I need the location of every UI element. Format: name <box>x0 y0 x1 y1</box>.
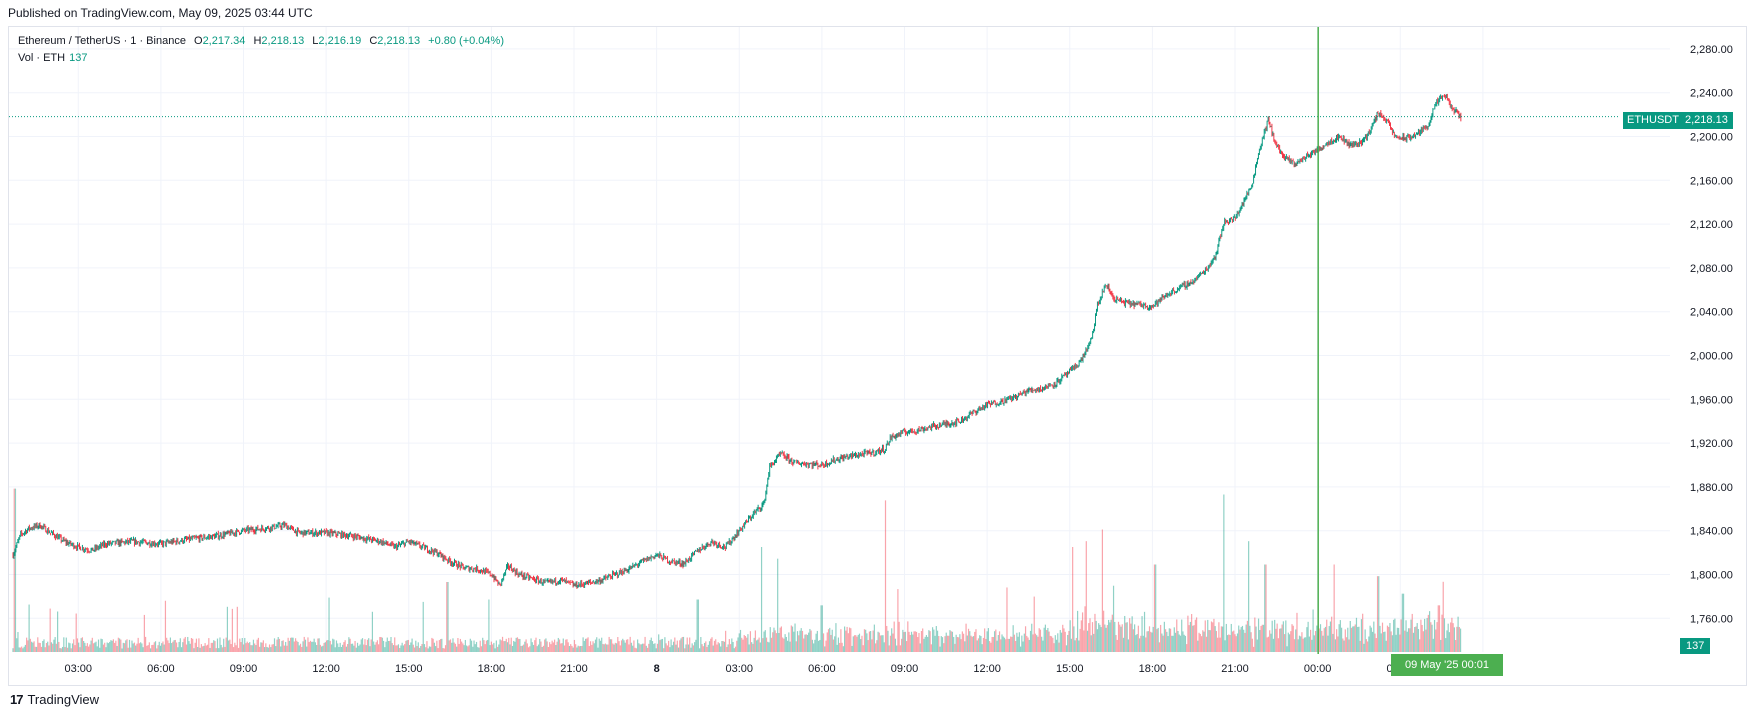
time-tick-label: 09:00 <box>230 663 258 675</box>
time-tick-label: 03:00 <box>65 663 93 675</box>
price-axis: 1,760.00 1,800.00 1,840.00 1,880.00 1,920.00… <box>1690 44 1733 625</box>
time-tick-label: 15:00 <box>1056 663 1084 675</box>
time-tick-label: 21:00 <box>1221 663 1249 675</box>
price-tick-label: 2,160.00 <box>1690 175 1733 187</box>
price-tick-label: 1,840.00 <box>1690 526 1733 538</box>
volume-value: 137 <box>69 52 88 64</box>
legend-open: 2,217.34 <box>202 35 246 47</box>
legend-change: +0.80 (+0.04%) <box>428 35 504 47</box>
tradingview-logo-icon: 17 <box>10 692 24 707</box>
time-tick-label: 18:00 <box>1139 663 1167 675</box>
published-caption: Published on TradingView.com, May 09, 20… <box>8 6 313 20</box>
legend-high: 2,218.13 <box>261 35 305 47</box>
volume-bars <box>12 488 1462 652</box>
price-tick-label: 1,920.00 <box>1690 438 1733 450</box>
volume-tag: 137 <box>1680 638 1711 654</box>
time-tick-label: 8 <box>654 663 660 675</box>
time-tick-label: 12:00 <box>312 663 340 675</box>
price-tick-label: 1,960.00 <box>1690 394 1733 406</box>
time-tick-label: 21:00 <box>560 663 588 675</box>
legend-close-label: C <box>369 35 378 47</box>
price-tick-label: 1,800.00 <box>1690 569 1733 581</box>
grid <box>9 27 1670 652</box>
time-tick-label: 18:00 <box>478 663 506 675</box>
volume-label: Vol · ETH <box>18 52 66 64</box>
price-tick-label: 1,760.00 <box>1690 613 1733 625</box>
price-tick-label: 2,080.00 <box>1690 263 1733 275</box>
time-tick-label: 06:00 <box>147 663 175 675</box>
time-axis: 03:00 06:00 09:00 12:00 15:00 18:00 21:00 8 03:0… <box>65 663 1497 675</box>
footer-brand[interactable]: 17 TradingView <box>10 692 99 707</box>
legend-low-label: L <box>312 35 319 47</box>
legend-open-label: O <box>194 35 203 47</box>
legend-symbol: Ethereum / TetherUS · 1 · Binance <box>18 35 186 47</box>
time-tick-label: 03:00 <box>726 663 754 675</box>
price-tick-label: 2,280.00 <box>1690 44 1733 56</box>
price-tick-label: 2,000.00 <box>1690 350 1733 362</box>
time-tick-label: 12:00 <box>973 663 1001 675</box>
symbol-price-tag: ETHUSDT <box>1623 112 1683 129</box>
brand-name: TradingView <box>27 692 100 707</box>
overlays <box>9 27 1620 654</box>
chart-frame[interactable] <box>8 26 1747 686</box>
price-tick-label: 2,200.00 <box>1690 131 1733 143</box>
candles <box>12 93 1462 589</box>
price-tick-label: 2,040.00 <box>1690 307 1733 319</box>
time-tick-label: 00:00 <box>1304 663 1332 675</box>
price-tick-label: 2,240.00 <box>1690 88 1733 100</box>
time-tick-label: 15:00 <box>395 663 423 675</box>
symbol-legend: Ethereum / TetherUS · 1 · Binance O2,217… <box>18 35 504 47</box>
price-tick-label: 1,880.00 <box>1690 482 1733 494</box>
last-price-tag: 2,218.13 <box>1680 112 1733 129</box>
time-tick-label: 09:00 <box>891 663 919 675</box>
volume-legend: Vol · ETH 137 <box>18 52 87 64</box>
time-tick-label: 06:00 <box>808 663 836 675</box>
legend-high-label: H <box>253 35 262 47</box>
legend-low: 2,216.19 <box>318 35 362 47</box>
price-tick-label: 2,120.00 <box>1690 219 1733 231</box>
crosshair-time-tag: 09 May '25 00:01 <box>1391 654 1503 676</box>
legend-close: 2,218.13 <box>377 35 421 47</box>
